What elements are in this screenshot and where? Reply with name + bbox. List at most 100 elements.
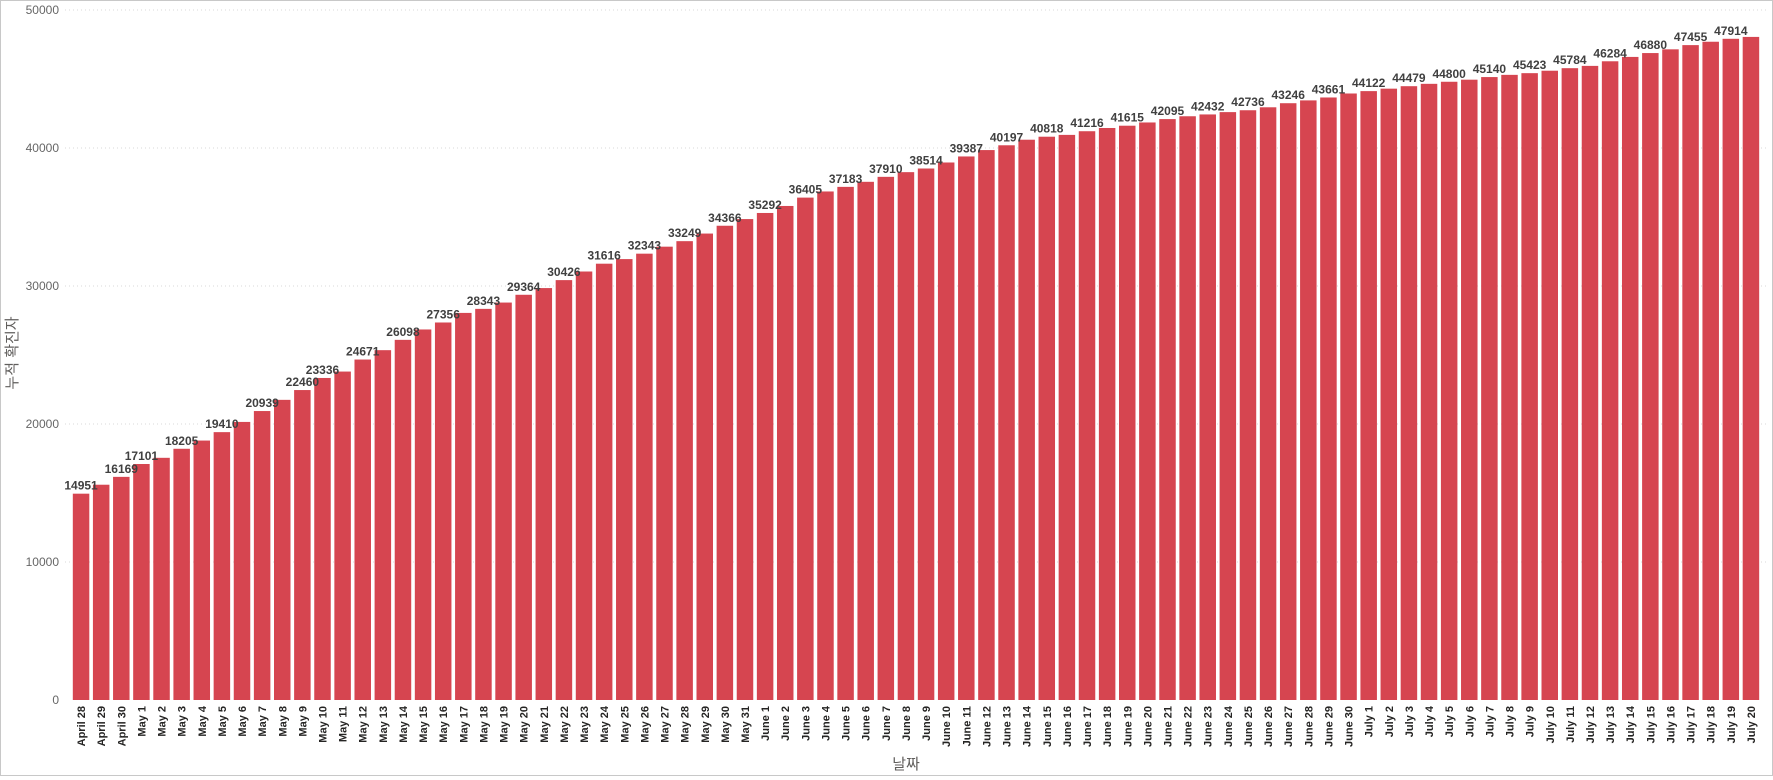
bar[interactable] [1119,125,1136,700]
bar[interactable] [1159,119,1176,701]
x-tick-label: July 1 [1364,706,1376,737]
bar[interactable] [1521,73,1538,700]
bar[interactable] [253,411,271,700]
bar[interactable] [1642,53,1659,701]
data-label: 30426 [547,265,581,279]
bar[interactable] [817,191,834,700]
bar[interactable] [857,181,874,700]
bar[interactable] [1279,103,1297,700]
x-tick-label: July 6 [1464,706,1476,737]
bar[interactable] [1702,41,1719,701]
bar[interactable] [575,271,593,700]
bar[interactable] [696,233,714,700]
bar[interactable] [1380,88,1398,700]
bar[interactable] [1038,136,1056,700]
bar[interactable] [1742,36,1760,701]
bar[interactable] [173,448,190,700]
bar[interactable] [455,312,472,700]
bar[interactable] [1078,131,1096,701]
bar[interactable] [1199,114,1216,700]
bar[interactable] [1360,91,1377,701]
bar[interactable] [515,294,532,700]
bar[interactable] [797,197,814,701]
bar[interactable] [1461,79,1478,700]
bar[interactable] [1340,93,1357,701]
bar[interactable] [897,172,915,700]
bar[interactable] [374,350,392,700]
bar[interactable] [736,219,754,700]
bar[interactable] [616,259,633,700]
bar[interactable] [334,371,351,700]
bar[interactable] [716,225,734,700]
data-label: 22460 [286,375,320,389]
bar[interactable] [917,168,935,700]
bar[interactable] [213,432,231,700]
bar[interactable] [1018,139,1035,701]
bar[interactable] [92,484,110,700]
data-label: 24671 [346,345,380,359]
bar[interactable] [1440,81,1458,700]
bar[interactable] [1300,100,1317,700]
bar[interactable] [1139,122,1156,701]
data-label: 40197 [990,130,1024,144]
bar[interactable] [837,186,854,700]
bar[interactable] [193,440,211,700]
bar[interactable] [72,493,90,700]
bar[interactable] [495,302,512,700]
bar[interactable] [274,399,291,700]
bar[interactable] [595,263,613,700]
bar[interactable] [1662,49,1679,700]
bar[interactable] [958,156,975,700]
data-label: 35292 [748,198,782,212]
bar[interactable] [555,280,573,700]
bar[interactable] [475,308,492,700]
bar[interactable] [1239,110,1257,701]
bar[interactable] [1601,61,1619,700]
bar[interactable] [153,457,170,700]
bar[interactable] [1219,112,1237,701]
bar[interactable] [294,390,311,700]
x-tick-label: June 3 [800,706,812,741]
bar[interactable] [1400,86,1418,700]
x-tick-label: June 27 [1283,706,1295,747]
bar[interactable] [1481,77,1498,700]
x-tick-label: May 15 [418,706,430,743]
bar[interactable] [1621,56,1639,701]
bar[interactable] [1259,107,1277,701]
bar[interactable] [113,476,130,700]
bar[interactable] [756,212,774,700]
bar[interactable] [676,241,693,700]
bar[interactable] [133,464,150,700]
bar[interactable] [535,288,553,700]
bar[interactable] [978,150,995,700]
bar[interactable] [1682,45,1699,701]
bar[interactable] [394,339,412,700]
x-tick-label: May 5 [217,706,229,737]
bar[interactable] [877,176,895,701]
x-tick-label: May 8 [277,706,289,737]
bar[interactable] [314,377,331,700]
bar[interactable] [1501,74,1518,701]
bar[interactable] [1541,70,1559,701]
bar[interactable] [233,421,251,700]
bar[interactable] [998,145,1015,700]
data-label: 42736 [1231,95,1265,109]
bar[interactable] [434,322,452,700]
bar[interactable] [1058,134,1076,700]
bar[interactable] [1098,127,1116,701]
bar[interactable] [656,246,673,701]
bar[interactable] [937,162,955,701]
bar[interactable] [776,205,794,700]
x-tick-label: June 8 [901,706,913,741]
bar[interactable] [1722,38,1740,701]
data-label: 26098 [386,325,420,339]
bar[interactable] [1561,68,1579,701]
bar[interactable] [636,253,653,701]
bar[interactable] [354,359,371,700]
bar[interactable] [1179,116,1196,700]
bar[interactable] [1320,97,1337,701]
bar[interactable] [1581,65,1599,700]
bar[interactable] [1420,83,1438,700]
bar[interactable] [414,329,432,700]
